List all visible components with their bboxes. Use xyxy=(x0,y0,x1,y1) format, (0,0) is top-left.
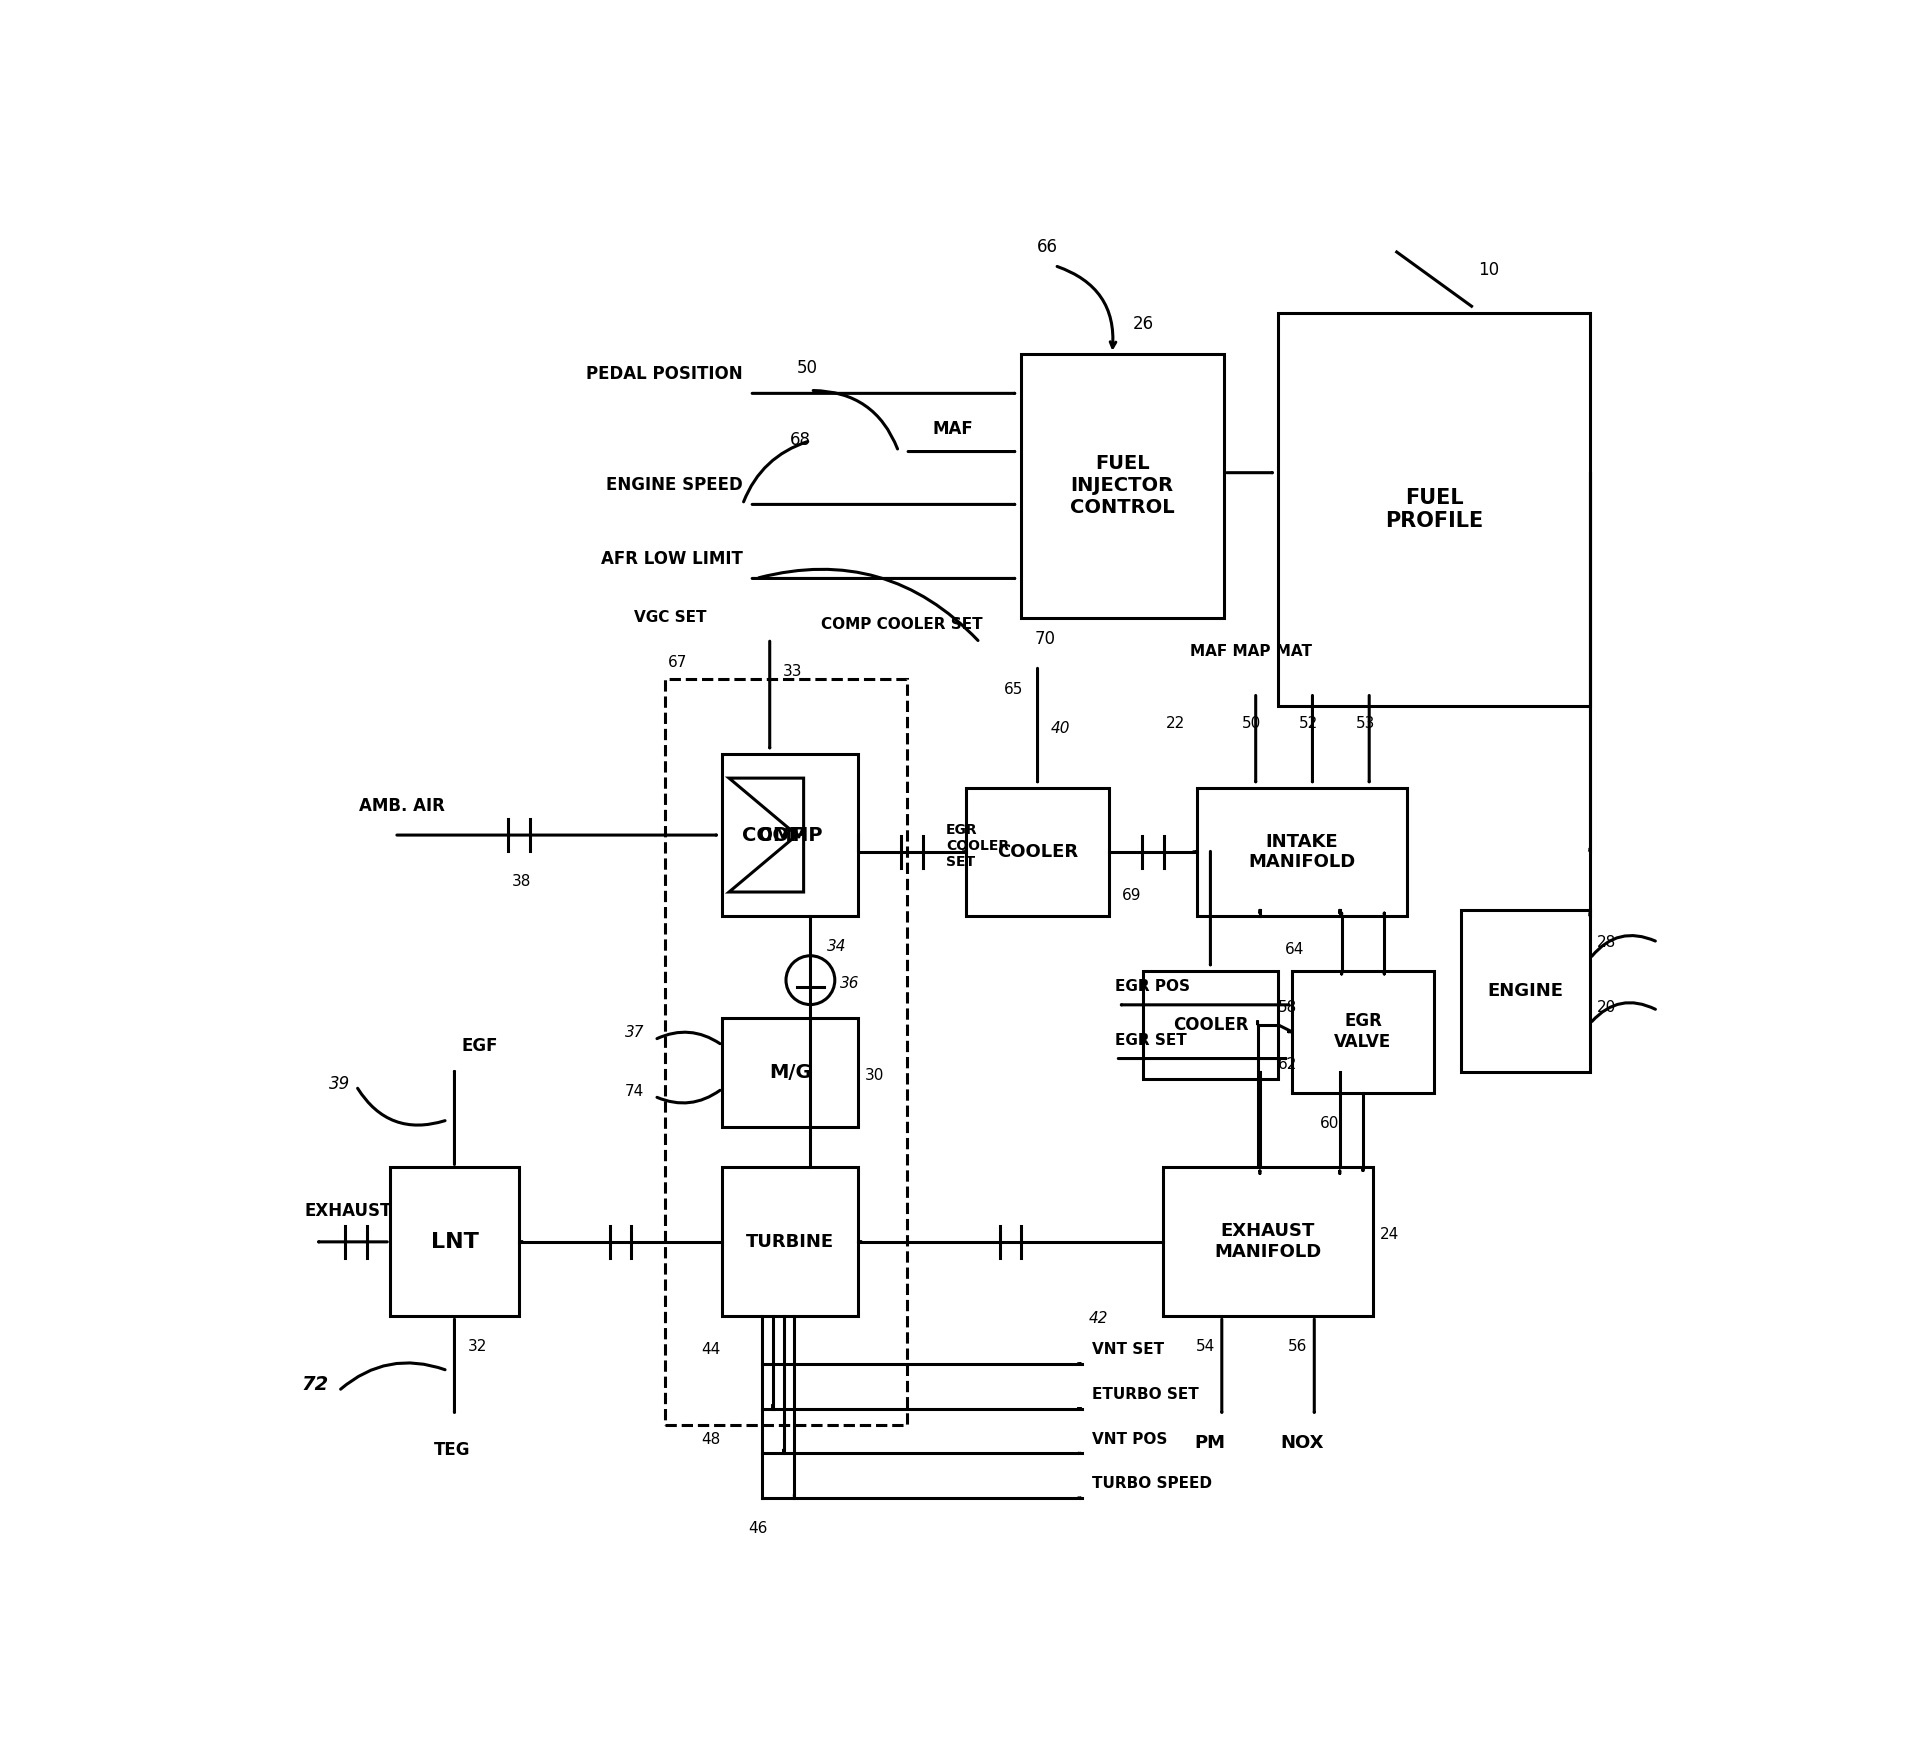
Text: 74: 74 xyxy=(625,1085,644,1099)
Text: PEDAL POSITION: PEDAL POSITION xyxy=(585,365,742,382)
Bar xyxy=(723,754,858,916)
Text: FUEL
INJECTOR
CONTROL: FUEL INJECTOR CONTROL xyxy=(1071,454,1174,518)
Text: EGF: EGF xyxy=(461,1037,497,1055)
Polygon shape xyxy=(728,778,803,893)
Text: EXHAUST: EXHAUST xyxy=(304,1203,392,1220)
Text: 62: 62 xyxy=(1279,1057,1298,1072)
Text: 30: 30 xyxy=(864,1069,883,1083)
Bar xyxy=(665,680,906,1425)
Text: ETURBO SET: ETURBO SET xyxy=(1092,1388,1199,1402)
Bar xyxy=(1162,1168,1373,1317)
Text: 72: 72 xyxy=(302,1375,329,1393)
Text: 53: 53 xyxy=(1356,715,1375,731)
Text: 70: 70 xyxy=(1034,630,1055,648)
Text: 67: 67 xyxy=(667,655,688,669)
Text: 22: 22 xyxy=(1166,715,1185,731)
Text: 32: 32 xyxy=(467,1340,488,1354)
Text: EGR SET: EGR SET xyxy=(1115,1032,1187,1048)
Text: COOLER: COOLER xyxy=(1172,1016,1249,1034)
Text: 34: 34 xyxy=(826,939,847,954)
Text: 54: 54 xyxy=(1195,1340,1214,1354)
Text: 60: 60 xyxy=(1321,1116,1340,1131)
Text: ENGINE: ENGINE xyxy=(1488,983,1564,1000)
Text: ENGINE SPEED: ENGINE SPEED xyxy=(606,475,742,493)
Text: 10: 10 xyxy=(1478,261,1499,278)
Bar xyxy=(723,1168,858,1317)
Text: VNT POS: VNT POS xyxy=(1092,1432,1168,1446)
Text: 46: 46 xyxy=(748,1522,769,1536)
Text: COMP: COMP xyxy=(742,826,807,845)
Text: COOLER: COOLER xyxy=(996,844,1078,861)
Text: 44: 44 xyxy=(702,1342,721,1358)
Text: 56: 56 xyxy=(1289,1340,1308,1354)
Text: EGR
VALVE: EGR VALVE xyxy=(1335,1013,1392,1051)
Text: 50: 50 xyxy=(797,359,818,377)
Text: 38: 38 xyxy=(512,873,532,889)
Text: INTAKE
MANIFOLD: INTAKE MANIFOLD xyxy=(1249,833,1356,872)
Text: AMB. AIR: AMB. AIR xyxy=(359,796,445,815)
Text: COMP COOLER SET: COMP COOLER SET xyxy=(820,616,983,632)
Text: 66: 66 xyxy=(1036,238,1057,255)
Bar xyxy=(723,1018,858,1127)
Text: EGR POS: EGR POS xyxy=(1115,979,1191,993)
Text: 65: 65 xyxy=(1004,682,1023,697)
Text: 33: 33 xyxy=(784,664,803,680)
Text: FUEL
PROFILE: FUEL PROFILE xyxy=(1384,488,1484,532)
Text: 28: 28 xyxy=(1597,935,1616,951)
Text: 68: 68 xyxy=(790,431,811,449)
Text: TURBINE: TURBINE xyxy=(746,1233,834,1250)
Text: 20: 20 xyxy=(1597,1000,1616,1016)
Bar xyxy=(1021,354,1224,618)
Text: 37: 37 xyxy=(625,1025,644,1039)
Text: VNT SET: VNT SET xyxy=(1092,1342,1164,1358)
Text: MAF MAP MAT: MAF MAP MAT xyxy=(1189,645,1312,659)
Text: TURBO SPEED: TURBO SPEED xyxy=(1092,1476,1212,1492)
Text: EGR
COOLER
SET: EGR COOLER SET xyxy=(946,822,1010,868)
Bar xyxy=(1197,787,1407,916)
Text: LNT: LNT xyxy=(430,1233,478,1252)
Bar xyxy=(390,1168,518,1317)
Text: 24: 24 xyxy=(1380,1227,1400,1242)
Bar xyxy=(966,787,1109,916)
Text: M/G: M/G xyxy=(769,1064,811,1081)
Text: 36: 36 xyxy=(839,976,860,991)
Text: 39: 39 xyxy=(329,1074,350,1092)
Text: 69: 69 xyxy=(1122,888,1141,903)
Text: PM: PM xyxy=(1195,1433,1226,1453)
Text: 52: 52 xyxy=(1298,715,1317,731)
Text: VGC SET: VGC SET xyxy=(635,609,707,625)
Text: EXHAUST
MANIFOLD: EXHAUST MANIFOLD xyxy=(1214,1222,1321,1261)
Bar xyxy=(1143,970,1279,1079)
Text: COMP: COMP xyxy=(757,826,822,845)
Text: 64: 64 xyxy=(1285,942,1304,958)
Text: 58: 58 xyxy=(1279,1000,1298,1016)
Text: NOX: NOX xyxy=(1281,1433,1323,1453)
Bar xyxy=(1293,970,1434,1092)
Text: 26: 26 xyxy=(1132,315,1153,333)
Text: 42: 42 xyxy=(1088,1310,1107,1326)
Text: 50: 50 xyxy=(1243,715,1262,731)
Text: AFR LOW LIMIT: AFR LOW LIMIT xyxy=(600,549,742,567)
Bar xyxy=(1461,910,1591,1072)
Text: 40: 40 xyxy=(1052,720,1071,736)
Text: 48: 48 xyxy=(702,1432,721,1446)
Text: TEG: TEG xyxy=(434,1440,470,1458)
Text: MAF: MAF xyxy=(933,419,973,438)
Bar xyxy=(1279,313,1591,706)
